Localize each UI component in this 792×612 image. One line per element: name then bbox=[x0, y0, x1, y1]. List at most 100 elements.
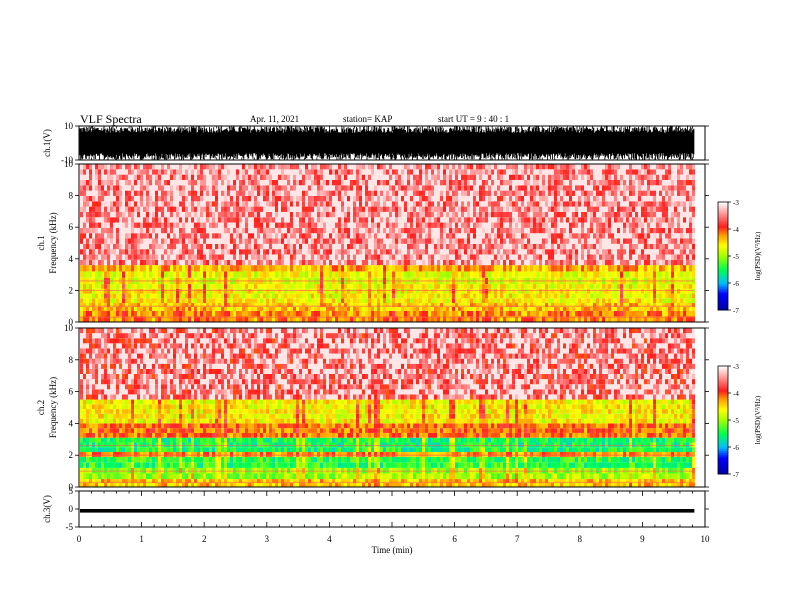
ch1-spec-cell bbox=[146, 293, 149, 299]
ch1-spec-cell bbox=[326, 195, 329, 202]
ch1-spec-cell bbox=[149, 195, 152, 202]
ch1-spec-cell bbox=[236, 211, 239, 218]
ch1-spec-cell bbox=[341, 211, 344, 218]
ch1-spec-cell bbox=[260, 164, 263, 170]
ch1-spec-cell bbox=[206, 249, 209, 255]
ch1-spec-cell bbox=[464, 169, 467, 175]
ch1-spec-cell bbox=[287, 195, 290, 202]
ch1-spec-cell bbox=[239, 271, 242, 278]
ch1-spec-cell bbox=[146, 310, 149, 317]
ch1-spec-cell bbox=[443, 259, 446, 266]
ch1-spec-cell bbox=[422, 169, 425, 175]
ch1-spec-cell bbox=[92, 222, 95, 228]
ch1-spec-cell bbox=[389, 316, 392, 322]
ch1-spec-cell bbox=[221, 164, 224, 170]
ch1-spec-cell bbox=[131, 259, 134, 266]
ch1-spec-cell bbox=[287, 254, 290, 260]
ch1-spec-cell bbox=[533, 293, 536, 299]
ch1-spec-cell bbox=[350, 211, 353, 218]
ch1-spec-cell bbox=[107, 211, 110, 218]
ch1-spec-cell bbox=[431, 254, 434, 260]
ch1-spec-cell bbox=[404, 185, 407, 191]
ch1-spec-cell bbox=[113, 206, 116, 212]
ch1-spec-cell bbox=[470, 190, 473, 196]
ch1-spec-cell bbox=[254, 316, 257, 322]
ch1-spec-cell bbox=[191, 222, 194, 228]
ch1-spec-cell bbox=[380, 190, 383, 196]
ch1-spec-cell bbox=[311, 169, 314, 175]
ch1-spec-ytick-label: 4 bbox=[69, 254, 74, 264]
ch1-spec-cell bbox=[521, 164, 524, 170]
ch1-spec-cell bbox=[449, 271, 452, 278]
ch1-spec-cell bbox=[401, 288, 404, 294]
ch1-spec-cell bbox=[254, 238, 257, 244]
ch1-spec-cell bbox=[221, 284, 224, 289]
ch1-spec-cell bbox=[515, 174, 518, 180]
ch1-spec-cell bbox=[374, 195, 377, 202]
ch1-spec-cell bbox=[227, 298, 230, 304]
ch1-spec-cell bbox=[347, 288, 350, 294]
ch1-spec-cell bbox=[167, 179, 170, 186]
ch1-spec-cell bbox=[212, 238, 215, 244]
ch1-spec-cell bbox=[242, 211, 245, 218]
ch1-spec-cell bbox=[86, 211, 89, 218]
ch1-spec-cell bbox=[182, 206, 185, 212]
ch1-spec-cell bbox=[140, 316, 143, 322]
ch1-spec-cell bbox=[167, 298, 170, 304]
ch1-spec-cell bbox=[203, 259, 206, 266]
ch1-spec-cell bbox=[542, 271, 545, 278]
ch1-spec-cell bbox=[335, 238, 338, 244]
ch1-spec-cell bbox=[548, 164, 551, 170]
ch1-spec-cell bbox=[95, 222, 98, 228]
ch1-spec-cell bbox=[203, 316, 206, 322]
ch1-spec-cell bbox=[500, 259, 503, 266]
ch1-spec-cell bbox=[389, 201, 392, 207]
ch1-spec-cell bbox=[356, 227, 359, 234]
ch1-spec-cell bbox=[365, 169, 368, 175]
ch1-spec-cell bbox=[158, 303, 161, 307]
ch1-spec-cell bbox=[440, 284, 443, 289]
ch1-spec-cell bbox=[404, 303, 407, 307]
ch1-spec-cell bbox=[146, 164, 149, 170]
ch1-spec-cell bbox=[458, 298, 461, 304]
ch1-spec-cell bbox=[224, 222, 227, 228]
ch1-spec-cell bbox=[500, 201, 503, 207]
ch1-spec-cell bbox=[524, 211, 527, 218]
ch1-spec-cell bbox=[485, 254, 488, 260]
ch1-spec-cell bbox=[515, 298, 518, 304]
ch1-spec-cell bbox=[473, 164, 476, 170]
ch1-spec-cell bbox=[116, 195, 119, 202]
ch1-spec-cell bbox=[362, 271, 365, 278]
ch1-spec-cell bbox=[260, 233, 263, 239]
ch1-spec-cell bbox=[278, 195, 281, 202]
ch1-spec-cell bbox=[293, 179, 296, 186]
ch1-spec-cell bbox=[440, 201, 443, 207]
ch1-spec-cell bbox=[149, 238, 152, 244]
ch1-spec-cell bbox=[470, 303, 473, 307]
ch1-spec-cell bbox=[347, 316, 350, 322]
ch1-spec-cell bbox=[146, 179, 149, 186]
ch1-spec-cell bbox=[413, 303, 416, 307]
ch1-spec-cell bbox=[212, 265, 215, 272]
ch1-spec-cell bbox=[410, 195, 413, 202]
ch1-spec-cell bbox=[362, 206, 365, 212]
ch1-spec-cell bbox=[530, 271, 533, 278]
ch1-spec-cell bbox=[386, 284, 389, 289]
ch1-spec-cell bbox=[191, 259, 194, 266]
ch1-spec-cell bbox=[305, 293, 308, 299]
ch1-spec-cell bbox=[212, 169, 215, 175]
ch1-spec-cell bbox=[119, 174, 122, 180]
ch1-spec-cell bbox=[86, 233, 89, 239]
ch1-spec-cell bbox=[257, 195, 260, 202]
ch1-spec-cell bbox=[140, 227, 143, 234]
ch1-spec-cell bbox=[515, 206, 518, 212]
ch1-spec-cell bbox=[413, 265, 416, 272]
ch1-spec-cell bbox=[146, 298, 149, 304]
ch1-spec-cell bbox=[254, 233, 257, 239]
ch1-spec-cell bbox=[407, 310, 410, 317]
ch1-spec-cell bbox=[116, 233, 119, 239]
ch1-spec-cell bbox=[470, 249, 473, 255]
ch1-spec-cell bbox=[119, 238, 122, 244]
ch1-spec-cell bbox=[536, 169, 539, 175]
